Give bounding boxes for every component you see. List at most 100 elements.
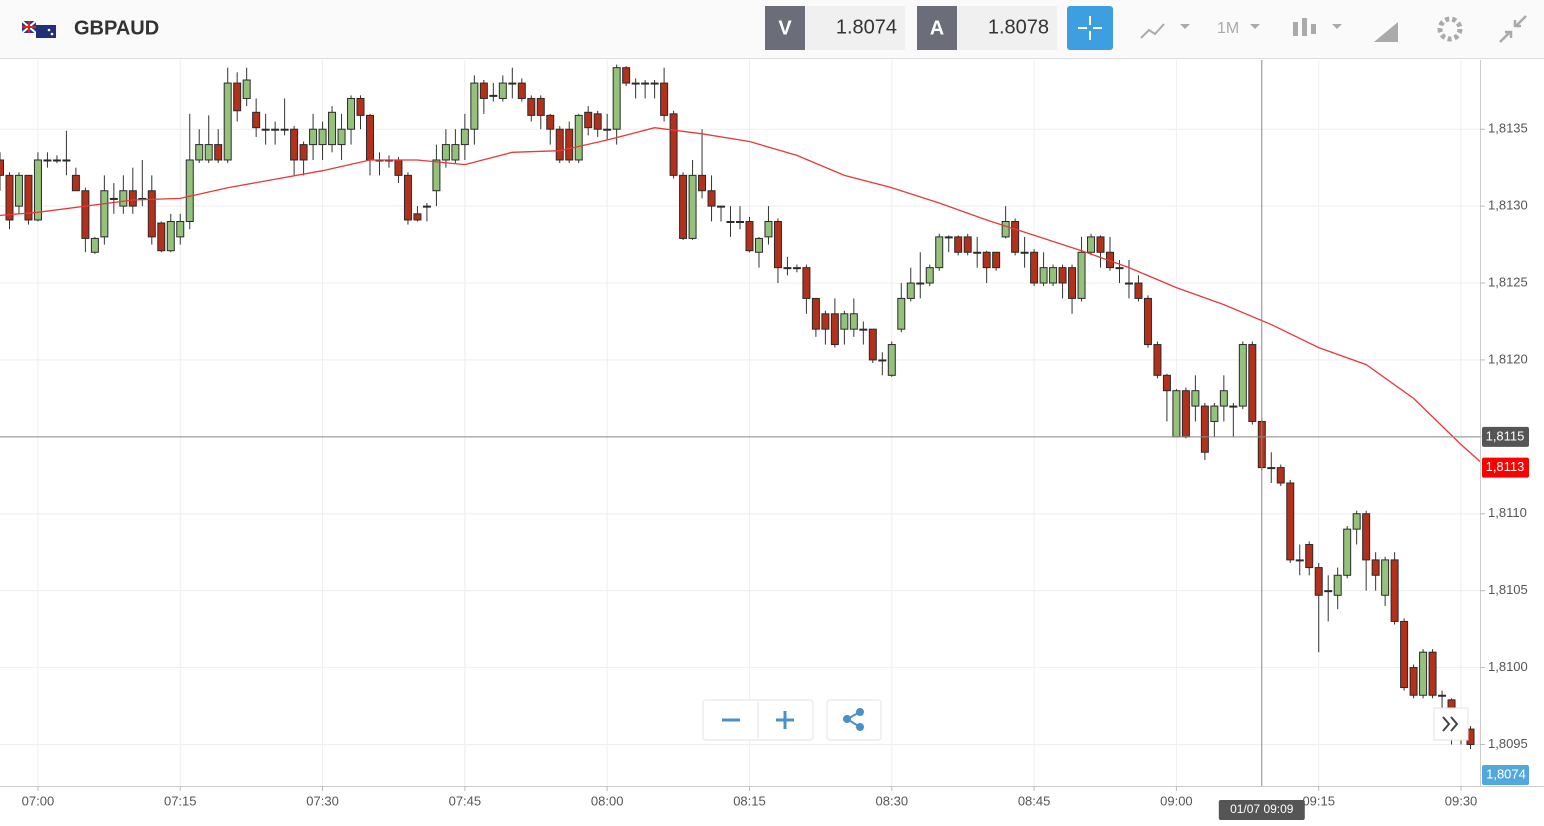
candle-body [328,111,337,146]
candle-body [119,190,128,207]
zoom-in[interactable] [776,711,794,729]
candle-body [470,82,479,130]
last-price-tag-bg [1482,457,1529,478]
crosshair-x-tag-bg [1218,800,1305,820]
candle-body [925,267,934,284]
candle-body [176,221,185,238]
candle-body [669,113,678,176]
candle-body [24,174,33,221]
candle-body [432,159,441,192]
x-tick-label: 08:30 [876,793,909,808]
x-tick-label: 07:45 [449,793,482,808]
candle-body [698,174,707,192]
candle-body [1390,559,1399,622]
candle-body [223,82,232,161]
candle-body [498,82,507,99]
candle-body [1286,482,1295,561]
candle-body [811,297,820,330]
candle-body [441,144,450,161]
x-tick-label: 07:30 [306,793,339,808]
candle-body [1200,405,1209,453]
candle-body [612,67,621,130]
ask-price: 1.8078 [988,16,1049,38]
candle-body [679,174,688,239]
candle-body [745,221,754,252]
candle-body [1153,344,1162,376]
crosshair-y-tag-bg [1482,426,1529,447]
candle-body [5,174,14,221]
candle-body [868,328,877,361]
candle-body [992,251,1001,269]
candle-body [584,111,593,129]
candle-body [754,237,763,253]
candle-body [593,113,602,130]
candle-body [214,144,223,161]
x-tick-label: 07:00 [22,793,55,808]
y-tick-label: 1,8125 [1488,274,1528,289]
candle-body [1238,344,1247,407]
candle-body [309,128,318,146]
candle-body [1001,221,1010,238]
candle-body [1096,236,1105,253]
candle-body [935,236,944,269]
candle-body [1162,374,1171,392]
candle-body [90,237,99,253]
candle-body [0,159,4,176]
candle-body [849,313,858,330]
candle-body [1333,574,1342,596]
candle-body [1115,267,1124,270]
candle-body [1248,344,1257,422]
candle-body [128,190,137,207]
candle-body [527,97,536,116]
candle-body [33,159,42,221]
candle-body [1409,667,1418,696]
candle-body [1276,467,1285,484]
candle-body [147,190,156,238]
candle-body [14,174,23,207]
timeframe[interactable]: 1M [1217,20,1239,37]
candle-body [109,197,118,200]
candle-body [280,128,289,131]
share-button[interactable] [843,708,864,731]
bid-tag-bg [1482,765,1529,785]
candle-body [973,251,982,254]
candle-body [1087,236,1096,253]
moving-average [0,127,1481,462]
chart-type-button[interactable] [1140,23,1190,39]
crosshair-x-tag: 01/07 09:09 [1230,802,1294,816]
candle-body [271,128,280,131]
ask-button[interactable] [917,6,957,50]
collapse-button[interactable] [1499,15,1527,43]
scroll-right-button[interactable] [1433,707,1469,741]
candle-body [451,144,460,161]
candle-body [290,128,299,161]
candle-body [622,67,631,84]
candle-body [337,128,346,146]
candle-body [299,144,308,161]
candle-body [261,128,270,131]
candle-body [394,159,403,176]
x-tick-label: 09:30 [1445,793,1478,808]
draw-button[interactable] [1374,22,1398,42]
candle-body [764,221,773,238]
candle-body [1438,694,1447,697]
candle-body [81,190,90,239]
candle-body [1172,390,1181,438]
candle-body [43,159,52,162]
candle-body [1191,390,1200,407]
candle-body [489,94,498,97]
candle-body [1352,513,1361,530]
candle-body [717,205,726,208]
candle-body [517,82,526,99]
y-tick-label: 1,8135 [1488,121,1528,136]
y-tick-label: 1,8095 [1488,736,1528,751]
crosshair-button[interactable] [1067,6,1113,50]
x-tick-label: 08:00 [591,793,624,808]
candle-button[interactable] [1293,18,1342,36]
candle-body [318,128,327,146]
settings-button[interactable] [1437,16,1463,42]
candle-body [508,82,517,85]
bid-button[interactable] [765,6,805,50]
candle-body [660,82,669,116]
candle-body [1381,559,1390,596]
